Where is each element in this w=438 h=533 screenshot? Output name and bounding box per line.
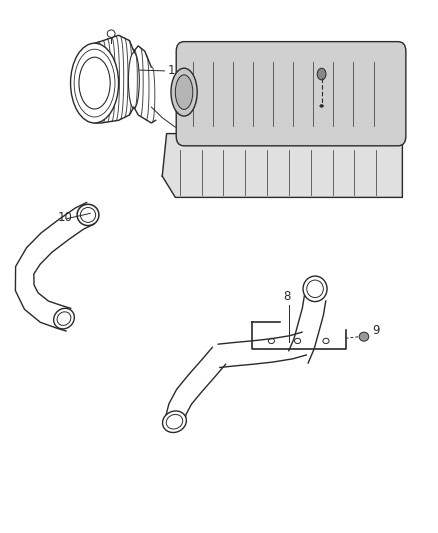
Text: 1: 1 bbox=[167, 64, 175, 77]
Ellipse shape bbox=[317, 68, 326, 80]
Polygon shape bbox=[289, 296, 326, 363]
Polygon shape bbox=[166, 348, 226, 421]
Ellipse shape bbox=[303, 276, 327, 302]
Ellipse shape bbox=[71, 43, 119, 123]
Polygon shape bbox=[218, 332, 306, 367]
Polygon shape bbox=[162, 134, 403, 197]
Text: 2: 2 bbox=[325, 58, 332, 71]
Ellipse shape bbox=[54, 308, 74, 329]
Ellipse shape bbox=[320, 104, 323, 107]
FancyBboxPatch shape bbox=[176, 42, 406, 146]
Ellipse shape bbox=[359, 332, 369, 341]
Ellipse shape bbox=[107, 30, 115, 37]
Ellipse shape bbox=[171, 68, 197, 116]
Ellipse shape bbox=[128, 53, 139, 108]
Text: 3: 3 bbox=[379, 96, 386, 109]
Ellipse shape bbox=[175, 75, 193, 109]
Text: 8: 8 bbox=[283, 289, 290, 303]
Ellipse shape bbox=[162, 411, 187, 432]
Text: 9: 9 bbox=[372, 324, 379, 337]
Text: 10: 10 bbox=[57, 211, 72, 224]
Polygon shape bbox=[15, 203, 94, 331]
